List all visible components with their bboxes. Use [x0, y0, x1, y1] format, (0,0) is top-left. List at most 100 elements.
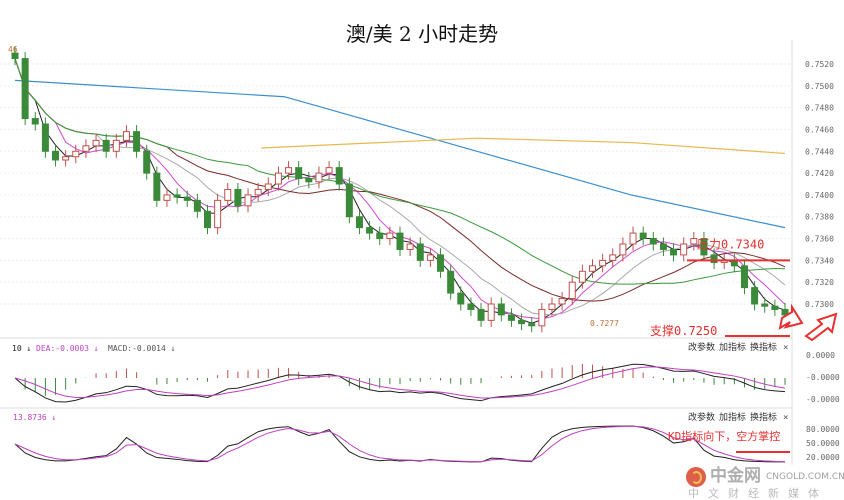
- candle-down: [355, 216, 363, 229]
- panel-button-1[interactable]: 加指标: [719, 411, 746, 423]
- y-tick-label: 0.7300: [805, 300, 834, 309]
- macd-tick-label: 0.0000: [806, 351, 835, 360]
- candle-down: [143, 150, 151, 174]
- kd-tick-label: 50.0000: [806, 439, 840, 448]
- candle-up: [274, 172, 282, 185]
- ma-line-ma40: [14, 58, 786, 302]
- kd-header-value: 13.8736 ↓: [13, 413, 56, 422]
- candle-down: [710, 254, 718, 264]
- y-tick-label: 0.7380: [805, 213, 834, 222]
- watermark: 中金网 CNGOLD.COM.CN 中文财经新媒体: [686, 466, 844, 500]
- y-tick-label: 0.7360: [805, 235, 834, 244]
- candle-down: [781, 308, 789, 316]
- panel-button-0[interactable]: 改参数: [688, 411, 715, 423]
- macd-tick-label: -0.0000: [806, 373, 840, 382]
- candle-up: [325, 167, 333, 174]
- candle-down: [193, 199, 201, 212]
- panel-button-2[interactable]: 换指标: [750, 341, 777, 353]
- y-tick-label: 0.7480: [805, 104, 834, 113]
- candle-down: [457, 292, 465, 305]
- candle-down: [477, 308, 485, 321]
- candle-down: [649, 238, 657, 245]
- dea-label: DEA:-0.0003 ↓: [36, 344, 99, 353]
- y-tick-label: 0.7440: [805, 147, 834, 156]
- panel-button-0[interactable]: 改参数: [688, 341, 715, 353]
- candle-down: [376, 232, 384, 240]
- candle-down: [771, 305, 779, 310]
- ma-line-ma60: [14, 58, 786, 285]
- candle-down: [305, 178, 313, 183]
- candle-up: [62, 156, 70, 161]
- y-tick-label: 0.7460: [805, 125, 834, 134]
- candle-down: [234, 188, 242, 207]
- candle-up: [285, 167, 293, 174]
- candle-down: [21, 58, 29, 120]
- candle-down: [670, 248, 678, 256]
- candle-up: [548, 303, 556, 310]
- candle-down: [416, 243, 424, 261]
- y-tick-label: 0.7400: [805, 191, 834, 200]
- k-line: [14, 425, 786, 463]
- panel-close-button[interactable]: ×: [783, 343, 788, 353]
- candle-up: [558, 298, 566, 305]
- candle-down: [740, 265, 748, 289]
- candle-up: [538, 308, 546, 327]
- candle-up: [619, 243, 627, 256]
- panel-close-button[interactable]: ×: [783, 413, 788, 423]
- y-tick-label: 0.7340: [805, 256, 834, 265]
- candle-up: [609, 254, 617, 261]
- ma-line-ma10: [14, 58, 786, 320]
- candle-down: [497, 303, 505, 316]
- candle-up: [589, 265, 596, 272]
- kd-tick-label: 80.0000: [806, 425, 840, 434]
- candle-up: [578, 270, 586, 283]
- candle-down: [335, 167, 343, 185]
- candle-down: [153, 172, 161, 201]
- watermark-slogan: 中文财经新媒体: [688, 487, 828, 500]
- candle-up: [82, 145, 90, 152]
- candle-down: [204, 210, 211, 229]
- candle-down: [41, 123, 49, 152]
- candle-down: [295, 167, 303, 180]
- kd-overlay-label: KD指标向下，空方掌控: [668, 429, 780, 443]
- candle-down: [52, 150, 60, 161]
- d-line: [14, 425, 786, 463]
- y-tick-label: 0.7500: [805, 82, 834, 91]
- candle-up: [487, 303, 495, 321]
- candle-down: [761, 303, 769, 307]
- dea-line: [14, 366, 786, 399]
- candle-up: [680, 243, 688, 256]
- candle-up: [264, 183, 272, 190]
- arrow-up-icon: [804, 312, 838, 342]
- panel-button-2[interactable]: 换指标: [750, 411, 777, 423]
- candle-down: [751, 287, 759, 305]
- y-tick-label: 0.7520: [805, 60, 834, 69]
- kd-tick-label: 20.0000: [806, 453, 840, 462]
- candle-down: [447, 270, 455, 294]
- candle-up: [112, 139, 120, 152]
- macd-label: MACD:-0.0014 ↓: [108, 344, 175, 353]
- candle-up: [92, 139, 100, 147]
- arrow-down-icon: [778, 303, 804, 331]
- resistance-label: 压力0.7340: [697, 237, 764, 251]
- chart-title: 澳/美 2 小时走势: [345, 22, 499, 46]
- panel-button-1[interactable]: 加指标: [719, 341, 746, 353]
- candle-up: [568, 281, 576, 300]
- watermark-name: 中金网: [710, 466, 761, 486]
- candle-down: [528, 323, 536, 327]
- low-label: 0.7277: [590, 319, 619, 328]
- candle-down: [437, 254, 445, 272]
- candle-up: [214, 199, 222, 229]
- watermark-url: CNGOLD.COM.CN: [766, 472, 844, 482]
- candle-down: [396, 232, 404, 250]
- candle-up: [599, 259, 607, 267]
- candle-up: [690, 238, 698, 245]
- ma-line-yellow: [261, 137, 786, 155]
- macd-tick-label: -0.0000: [806, 395, 840, 404]
- candle-up: [254, 188, 262, 196]
- ma-line-blue: [14, 79, 786, 229]
- candle-down: [700, 238, 708, 256]
- candle-up: [163, 194, 171, 201]
